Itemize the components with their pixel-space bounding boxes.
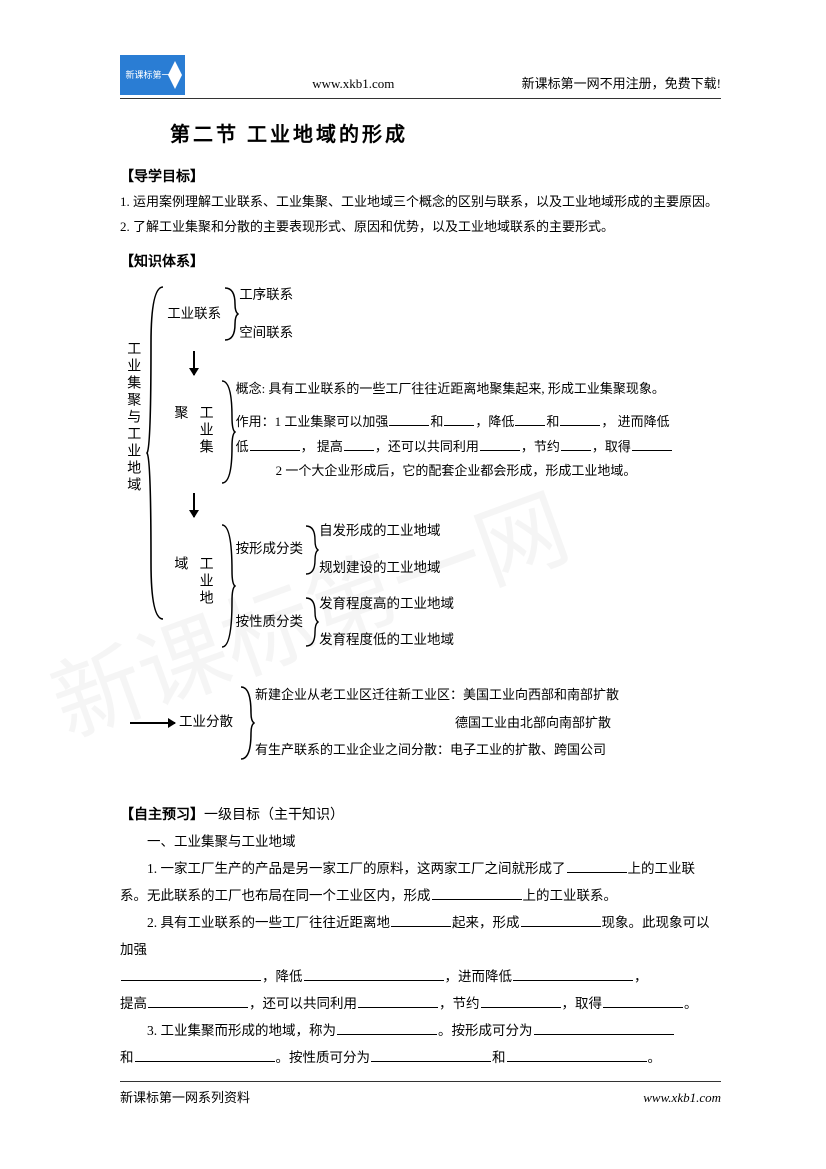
n4-label: 工业分散: [179, 710, 233, 734]
preview-p3: 提高 ，还可以共同利用 ，节约 ，取得 。: [120, 990, 721, 1017]
page-title: 第二节 工业地域的形成: [120, 117, 721, 153]
n2r-pre: 作用：1 工业集聚可以加强: [236, 414, 389, 429]
brace-n4: [237, 683, 255, 763]
node-link: 工业联系: [167, 302, 221, 326]
knowledge-diagram: 工业集聚与工业地域 工业联系 工序联系 空间联系: [120, 283, 721, 763]
p3a: 提高: [120, 996, 147, 1011]
p2d: ，降低: [262, 969, 303, 984]
knowledge-label: 【知识体系】: [120, 250, 721, 275]
preview-sublabel: 一级目标（主干知识）: [204, 808, 344, 823]
logo-text: 新课标第一网: [125, 67, 179, 83]
logo: 新课标第一网: [120, 55, 185, 95]
n2-role-line2: 低 ， 提高 ，还可以共同利用 ，节约 ，取得: [236, 435, 721, 460]
n4a2: 德国工业由北部向南部扩散: [255, 711, 619, 734]
n2r-m4: ， 进而降低: [601, 414, 669, 429]
n3a2: 规划建设的工业地域: [319, 556, 441, 580]
p3e: 。: [684, 996, 698, 1011]
n3b-label: 按性质分类: [236, 610, 304, 634]
n2r-m3: 和: [546, 414, 559, 429]
n3b2: 发育程度低的工业地域: [319, 628, 454, 652]
n3a1: 自发形成的工业地域: [319, 519, 441, 543]
n2-role-line3: 2 一个大企业形成后，它的配套企业都会形成，形成工业地域。: [236, 459, 721, 484]
p4b: 。按形成可分为: [438, 1023, 533, 1038]
n1b: 空间联系: [239, 321, 293, 345]
dispersion-block: 工业分散 新建企业从老工业区迁往新工业区：美国工业向西部和南部扩散 德国工业由北…: [130, 683, 721, 763]
p3d: ，取得: [562, 996, 603, 1011]
brace-main: [145, 283, 167, 623]
p3c: ，节约: [439, 996, 480, 1011]
n2-role-line1: 作用：1 工业集聚可以加强 和 ，降低 和 ， 进而降低: [236, 410, 721, 435]
n1-label: 工业联系: [167, 302, 221, 326]
header-url: www.xkb1.com: [195, 72, 512, 95]
p5b: 。按性质可分为: [276, 1050, 371, 1065]
p1a: 1. 一家工厂生产的产品是另一家工厂的原料，这两家工厂之间就形成了: [147, 861, 566, 876]
header-right: 新课标第一网不用注册，免费下载!: [522, 72, 721, 95]
n3-label: 工业地域: [167, 556, 217, 616]
n2r-l2b: ，还可以共同利用: [375, 439, 479, 454]
preview-p5: 和 。按性质可分为 和 。: [120, 1044, 721, 1071]
n4b: 有生产联系的工业企业之间分散：电子工业的扩散、跨国公司: [255, 738, 619, 761]
node-region: 工业地域: [167, 556, 217, 616]
preview-p1: 1. 一家工厂生产的产品是另一家工厂的原料，这两家工厂之间就形成了上的工业联系。…: [120, 855, 721, 909]
p5d: 。: [648, 1050, 662, 1065]
p2b: 起来，形成: [452, 915, 520, 930]
n2r-m2: ，降低: [475, 414, 514, 429]
preview-p4: 3. 工业集聚而形成的地域，称为 。按形成可分为: [120, 1017, 721, 1044]
p1c: 上的工业联系。: [523, 888, 618, 903]
p2e: ，进而降低: [445, 969, 513, 984]
brace-n3a: [303, 522, 319, 578]
main-vertical-label: 工业集聚与工业地域: [120, 338, 145, 498]
preview-label: 【自主预习】: [120, 808, 204, 823]
brace-n1: [221, 284, 239, 344]
preview-section: 【自主预习】一级目标（主干知识） 一、工业集聚与工业地域 1. 一家工厂生产的产…: [120, 803, 721, 1071]
arrow-1: [193, 351, 195, 375]
p5c: 和: [492, 1050, 506, 1065]
brace-n3b: [303, 594, 319, 650]
objectives-label: 【导学目标】: [120, 165, 721, 190]
n2r-l2c: ，节约: [521, 439, 560, 454]
page-footer: 新课标第一网系列资料 www.xkb1.com: [120, 1081, 721, 1109]
footer-url: www.xkb1.com: [643, 1086, 721, 1109]
page-header: 新课标第一网 www.xkb1.com 新课标第一网不用注册，免费下载!: [120, 55, 721, 99]
n2-label: 工业集聚: [167, 405, 217, 465]
n2r-l2a: ， 提高: [301, 439, 343, 454]
p4a: 3. 工业集聚而形成的地域，称为: [147, 1023, 336, 1038]
n4a: 新建企业从老工业区迁往新工业区：美国工业向西部和南部扩散: [255, 683, 619, 706]
n1a: 工序联系: [239, 283, 293, 307]
objectives-section: 【导学目标】 1. 运用案例理解工业联系、工业集聚、工业地域三个概念的区别与联系…: [120, 165, 721, 240]
n3b1: 发育程度高的工业地域: [319, 592, 454, 616]
p2f: ，: [634, 969, 648, 984]
n3a-label: 按形成分类: [236, 537, 304, 561]
page-content: 新课标第一网 www.xkb1.com 新课标第一网不用注册，免费下载! 第二节…: [120, 55, 721, 1071]
harrow-icon: [130, 722, 175, 724]
preview-p2: 2. 具有工业联系的一些工厂往往近距离地起来，形成现象。此现象可以加强: [120, 909, 721, 963]
n2-concept: 概念: 具有工业联系的一些工厂往往近距离地聚集起来, 形成工业集聚现象。: [236, 377, 721, 402]
objective-2: 2. 了解工业集聚和分散的主要表现形式、原因和优势，以及工业地域联系的主要形式。: [120, 215, 721, 240]
p3b: ，还可以共同利用: [249, 996, 357, 1011]
preview-sub1: 一、工业集聚与工业地域: [120, 828, 721, 855]
p2a: 2. 具有工业联系的一些工厂往往近距离地: [147, 915, 390, 930]
p5a: 和: [120, 1050, 134, 1065]
brace-n2: [218, 377, 236, 487]
preview-p2b-line: ，降低 ，进而降低 ，: [120, 963, 721, 990]
n2r-m1: 和: [430, 414, 443, 429]
n2r-l2pre: 低: [236, 439, 249, 454]
node-cluster: 工业集聚: [167, 405, 217, 465]
arrow-2: [193, 493, 195, 517]
n2r-l2d: ，取得: [592, 439, 631, 454]
brace-n3: [218, 521, 236, 651]
objective-1: 1. 运用案例理解工业联系、工业集聚、工业地域三个概念的区别与联系，以及工业地域…: [120, 190, 721, 215]
footer-left: 新课标第一网系列资料: [120, 1086, 250, 1109]
